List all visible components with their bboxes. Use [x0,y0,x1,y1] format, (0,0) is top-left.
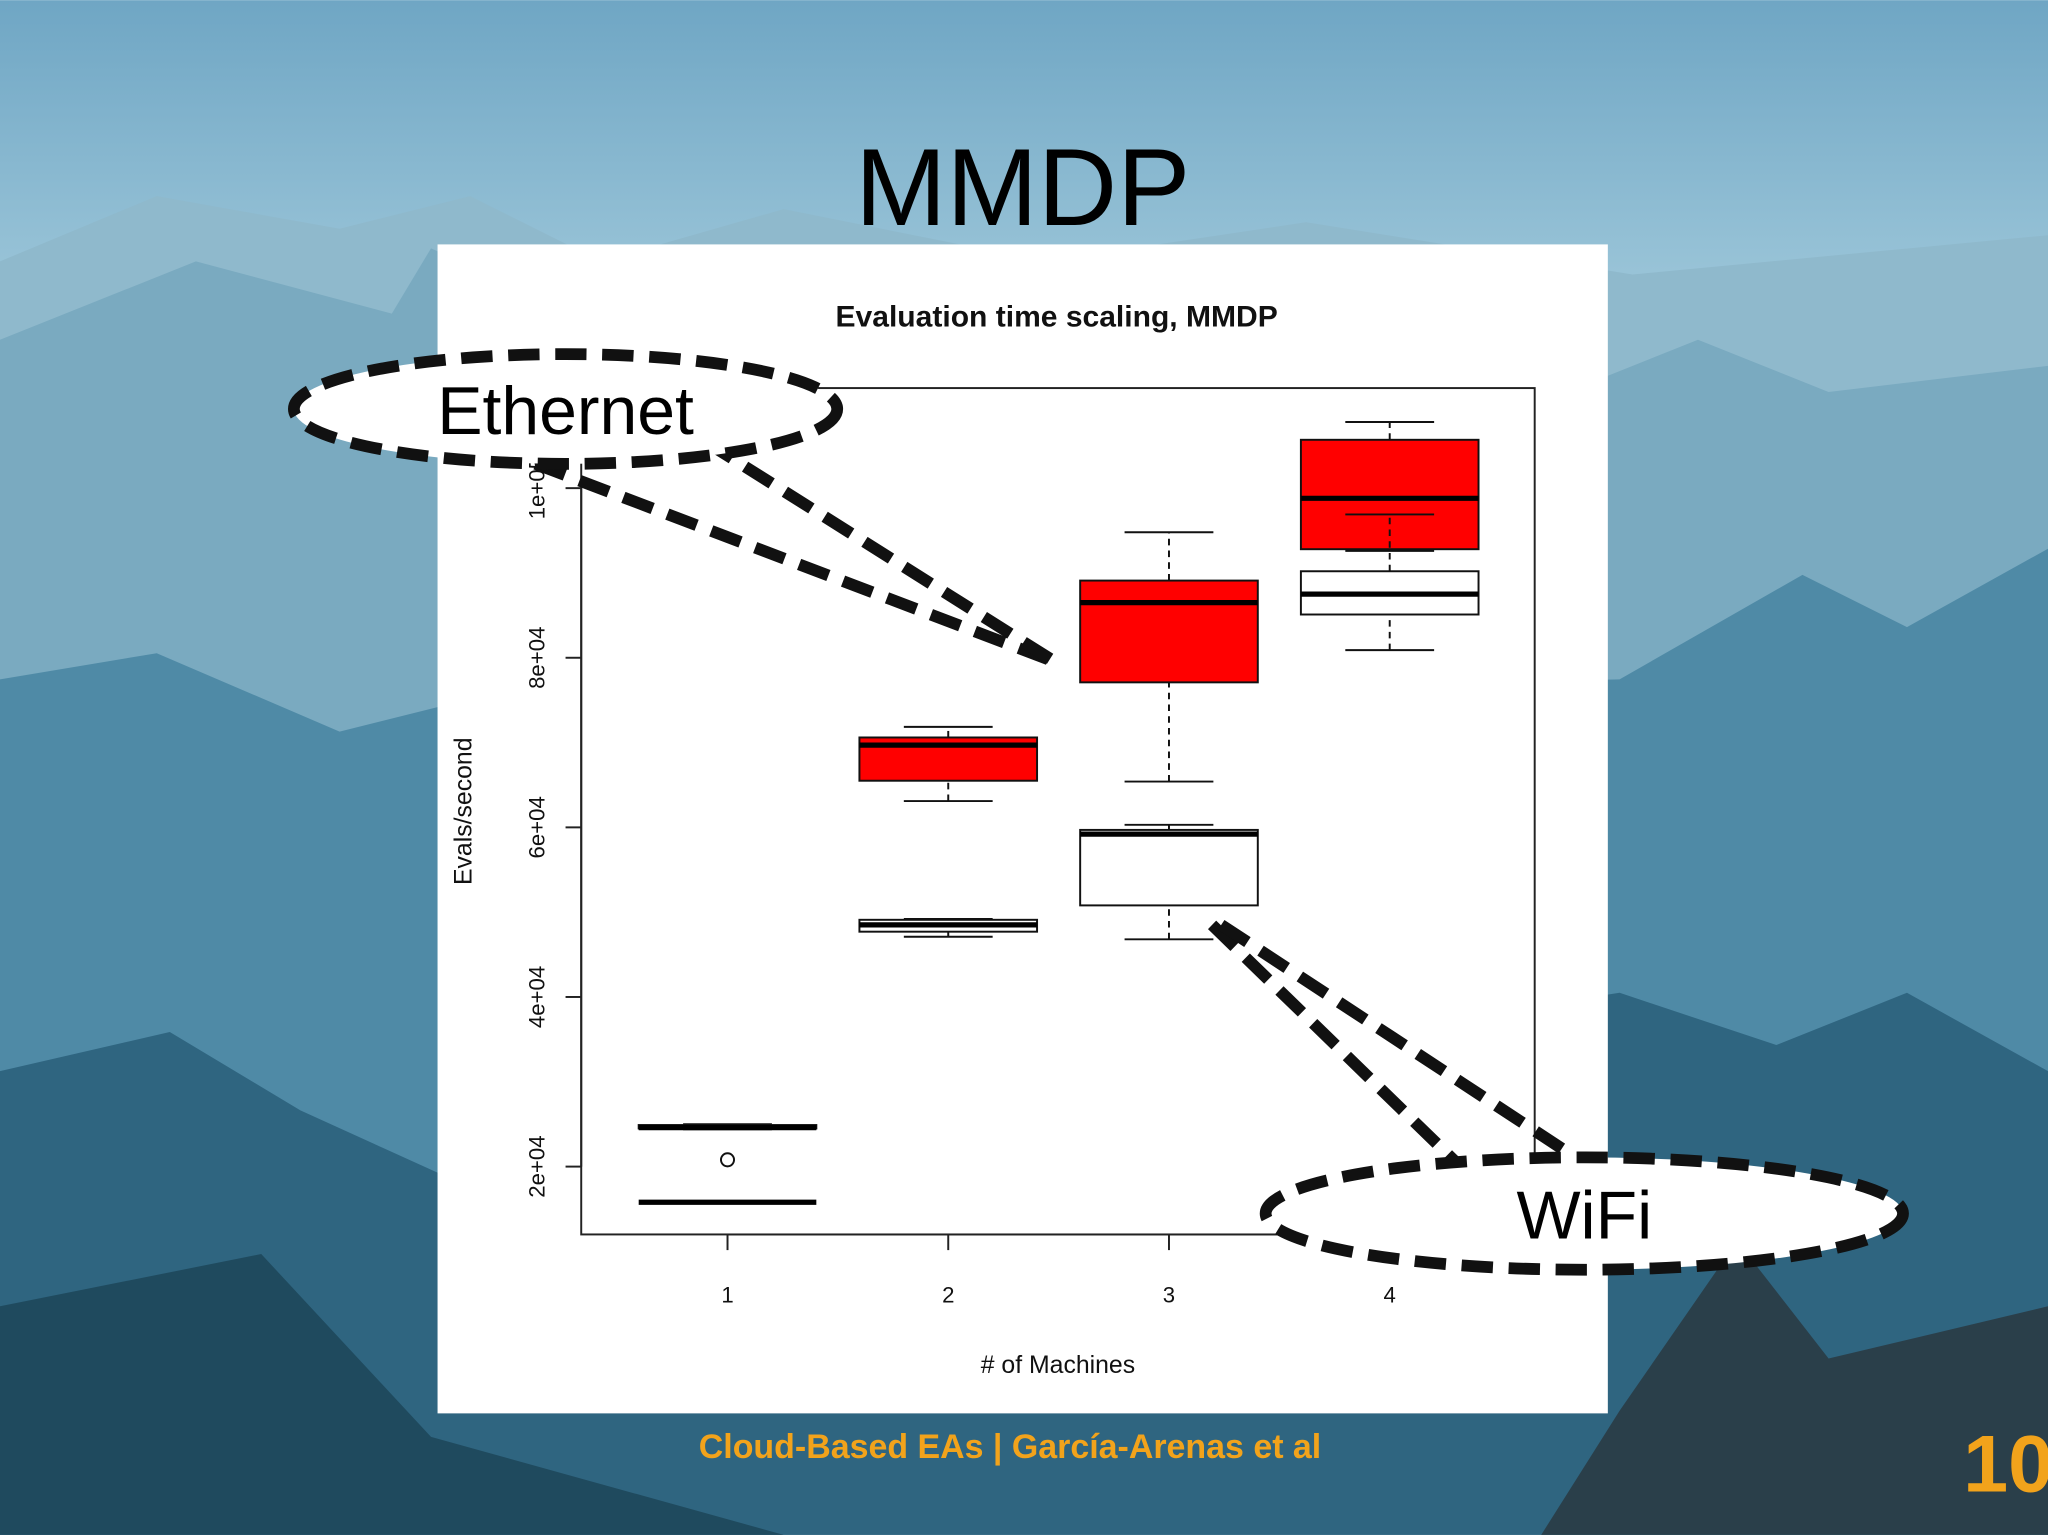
slide-title: MMDP [855,127,1190,249]
mountains-dark [0,1254,784,1535]
series-label: WiFi [1516,1178,1652,1253]
x-tick-label: 4 [1384,1282,1396,1307]
box [1079,579,1259,684]
x-tick-label: 2 [942,1282,954,1307]
callout-line [1217,919,1571,1158]
y-tick-label: 6e+04 [525,796,550,858]
y-tick-label: 2e+04 [525,1135,550,1197]
y-tick-label: 8e+04 [525,627,550,689]
page-number: 10 [1963,1420,2048,1510]
peak [1541,1240,2048,1535]
y-tick-label: 4e+04 [525,966,550,1028]
footer-wrap: Cloud-Based EAs | García-Arenas et al [699,1428,1321,1466]
callout-ellipse [1259,1151,1909,1276]
footer: Cloud-Based EAs | García-Arenas et al [699,1428,1321,1466]
callout-line [1207,920,1461,1167]
y-axis-label: Evals/second [451,738,478,886]
callouts [288,348,1909,1276]
callout-ellipse [288,348,844,470]
x-tick-label: 3 [1163,1282,1175,1307]
x-tick-label: 1 [721,1282,733,1307]
chart-title: Evaluation time scaling, MMDP [836,301,1278,334]
box [1079,828,1259,907]
series-label: Ethernet [437,374,694,449]
outlier [720,1152,736,1168]
x-axis-label: # of Machines [981,1352,1135,1379]
callout-line [702,436,1062,669]
